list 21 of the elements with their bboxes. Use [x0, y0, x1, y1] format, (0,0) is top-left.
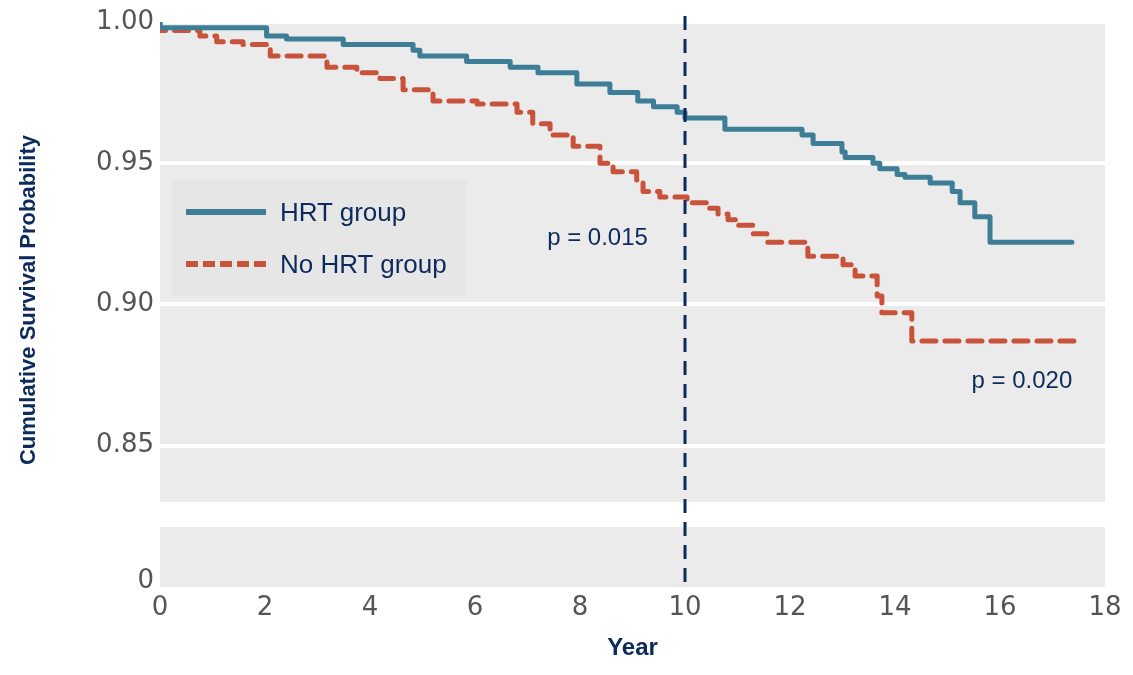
- y-tick-label: 0.90: [96, 287, 154, 318]
- x-tick-label: 18: [1088, 591, 1122, 622]
- x-tick-label: 10: [668, 591, 702, 622]
- y-axis-title: Cumulative Survival Probability: [15, 134, 41, 466]
- x-axis-title: Year: [607, 633, 658, 661]
- text: 0: [137, 563, 154, 594]
- annotation: p = 0.020: [971, 365, 1073, 393]
- x-tick-label: 8: [571, 591, 589, 622]
- x-tick-label: 12: [773, 591, 807, 622]
- legend-label: No HRT group: [280, 248, 447, 280]
- y-tick-label: 1.00: [96, 4, 154, 35]
- x-tick-label: 0: [151, 591, 169, 622]
- x-tick-label: 6: [466, 591, 484, 622]
- y-tick-label: 0.95: [96, 145, 154, 176]
- legend-label: HRT group: [280, 196, 407, 228]
- x-tick-label: 2: [256, 591, 274, 622]
- x-tick-label: 4: [361, 591, 379, 622]
- annotation: p = 0.015: [547, 222, 648, 250]
- x-tick-label: 14: [878, 591, 912, 622]
- x-tick-label: 16: [983, 591, 1017, 622]
- y-tick-label: 0.85: [96, 428, 154, 459]
